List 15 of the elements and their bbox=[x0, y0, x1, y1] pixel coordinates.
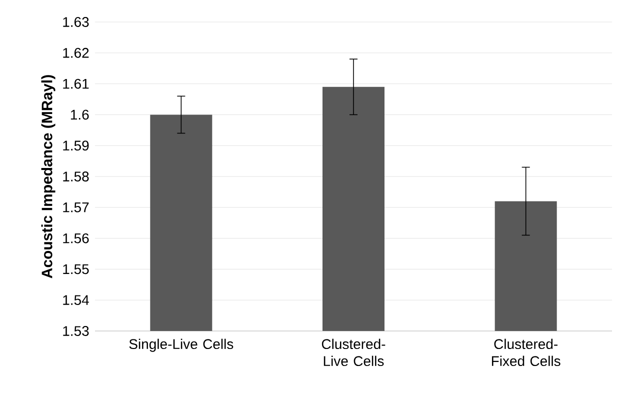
y-tick-label: 1.54 bbox=[63, 295, 89, 305]
y-tick-label: 1.55 bbox=[63, 264, 89, 274]
y-tick-label: 1.56 bbox=[63, 233, 89, 244]
x-tick-label: Single-Live Cells bbox=[129, 338, 234, 352]
y-tick-label: 1.61 bbox=[63, 78, 89, 89]
y-tick-label: 1.62 bbox=[63, 48, 89, 58]
y-tick-label: 1.6 bbox=[70, 110, 89, 120]
y-tick-label: 1.63 bbox=[63, 17, 89, 27]
y-tick-label: 1.53 bbox=[63, 326, 89, 336]
y-tick-label: 1.57 bbox=[63, 202, 89, 212]
y-axis-title: Acoustic Impedance (MRayl) bbox=[41, 75, 56, 278]
y-tick-label: 1.59 bbox=[63, 140, 89, 151]
x-tick-label: Clustered-Fixed Cells bbox=[492, 338, 560, 366]
x-tick-label: Clustered-Live Cells bbox=[322, 338, 386, 366]
y-tick-label: 1.58 bbox=[63, 172, 89, 182]
